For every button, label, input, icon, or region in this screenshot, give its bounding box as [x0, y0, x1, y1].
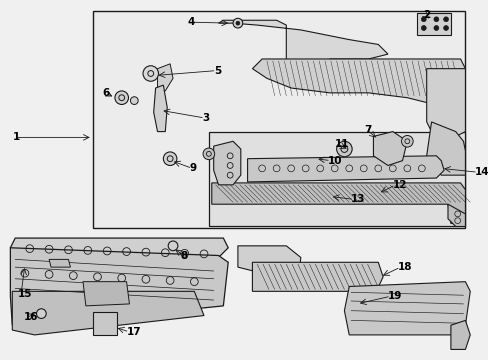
Circle shape	[443, 26, 447, 30]
Text: 18: 18	[397, 262, 411, 272]
Circle shape	[443, 17, 447, 22]
Circle shape	[421, 26, 426, 30]
Text: 5: 5	[213, 66, 221, 76]
Polygon shape	[153, 85, 167, 132]
Polygon shape	[49, 260, 70, 267]
Polygon shape	[211, 183, 465, 224]
Text: 11: 11	[334, 139, 348, 149]
Text: 2: 2	[422, 10, 429, 21]
Circle shape	[163, 152, 177, 166]
Circle shape	[37, 309, 46, 319]
Polygon shape	[93, 312, 117, 335]
Text: 15: 15	[18, 289, 33, 299]
Polygon shape	[208, 132, 465, 226]
Circle shape	[233, 18, 242, 28]
Text: 17: 17	[126, 327, 141, 337]
Circle shape	[401, 135, 412, 147]
Text: 16: 16	[24, 312, 39, 323]
Polygon shape	[10, 238, 228, 267]
Text: 10: 10	[327, 156, 342, 166]
Circle shape	[168, 241, 178, 251]
Circle shape	[115, 91, 128, 104]
Circle shape	[130, 97, 138, 104]
Polygon shape	[426, 69, 465, 141]
Polygon shape	[237, 246, 300, 277]
Polygon shape	[247, 156, 443, 182]
Polygon shape	[213, 141, 240, 185]
Polygon shape	[447, 204, 465, 226]
Text: 14: 14	[474, 167, 488, 177]
Polygon shape	[10, 248, 228, 325]
Polygon shape	[426, 122, 465, 175]
Polygon shape	[218, 20, 387, 69]
Text: 12: 12	[392, 180, 407, 190]
Circle shape	[421, 17, 426, 22]
Text: 13: 13	[350, 194, 365, 204]
Text: 3: 3	[202, 113, 209, 123]
Polygon shape	[344, 282, 469, 335]
Text: 7: 7	[363, 125, 370, 135]
Text: 19: 19	[387, 291, 402, 301]
Text: 6: 6	[102, 88, 109, 98]
Circle shape	[236, 21, 239, 25]
Polygon shape	[83, 282, 129, 306]
Text: 1: 1	[12, 132, 20, 143]
Polygon shape	[157, 64, 173, 91]
Circle shape	[433, 26, 438, 30]
Circle shape	[433, 17, 438, 22]
Text: 8: 8	[181, 251, 188, 261]
Circle shape	[336, 141, 351, 157]
Polygon shape	[93, 10, 465, 228]
Text: 9: 9	[189, 163, 196, 174]
Polygon shape	[252, 59, 465, 103]
Polygon shape	[416, 13, 450, 35]
Text: 4: 4	[187, 17, 195, 27]
Circle shape	[203, 148, 214, 160]
Polygon shape	[252, 262, 382, 291]
Polygon shape	[450, 320, 469, 350]
Polygon shape	[12, 291, 203, 335]
Circle shape	[142, 66, 158, 81]
Polygon shape	[373, 132, 407, 166]
